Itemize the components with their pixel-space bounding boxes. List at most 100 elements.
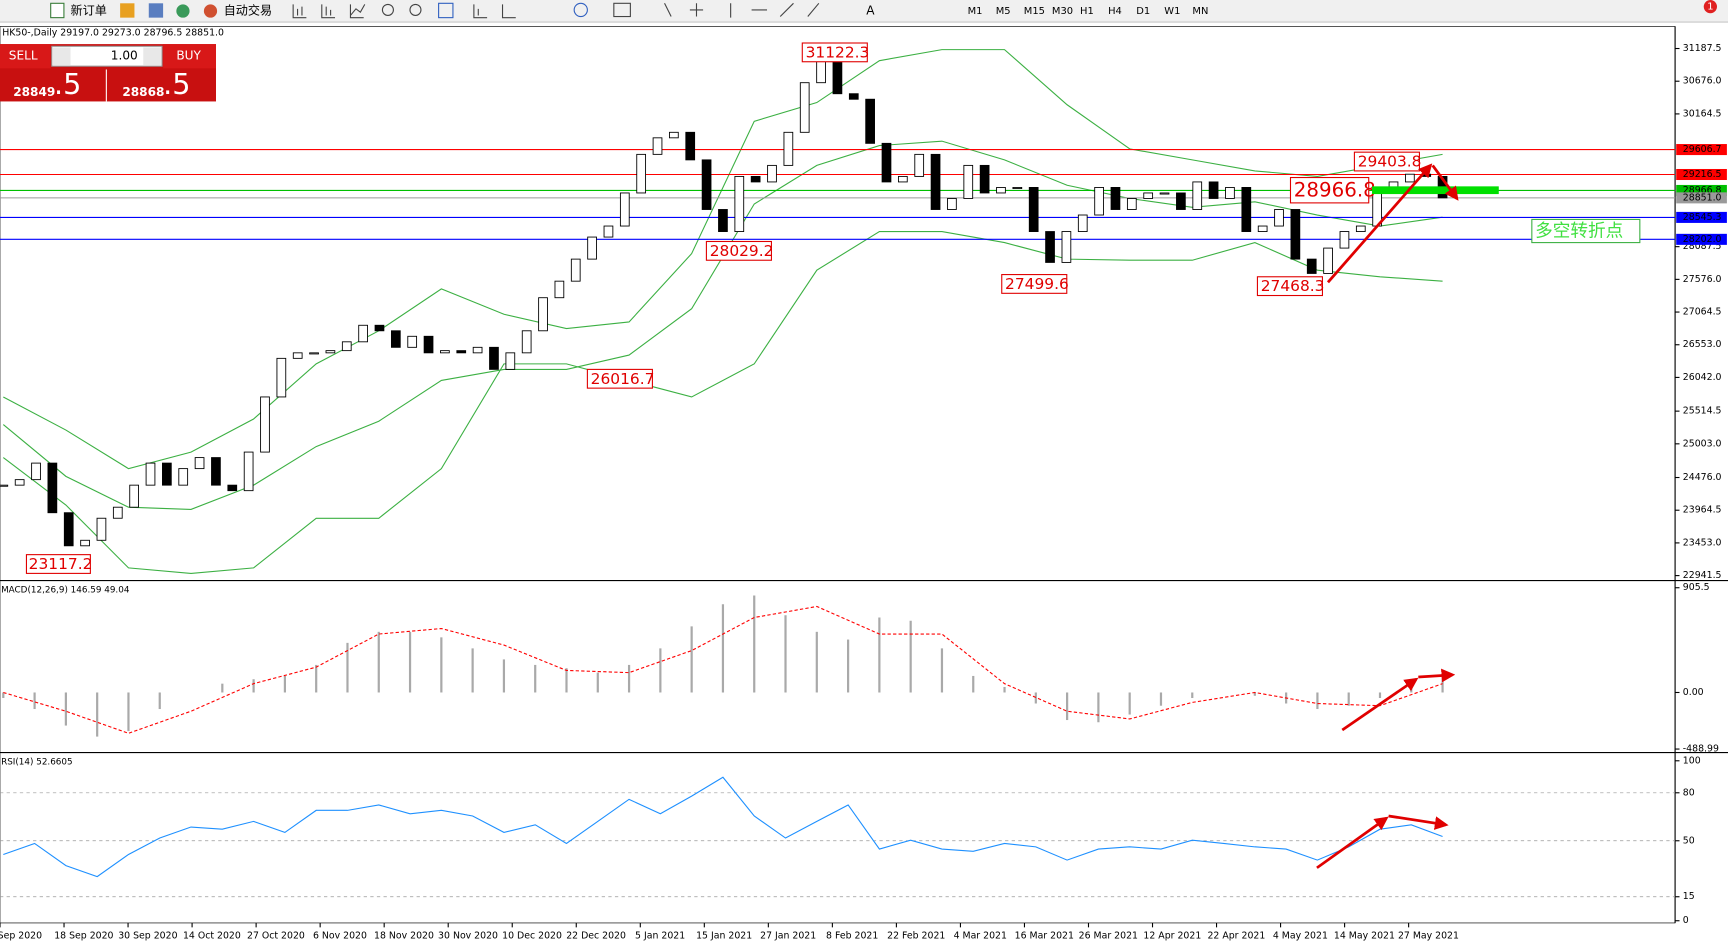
sell-label: SELL: [9, 49, 38, 63]
annotation: 27499.6: [1005, 275, 1069, 293]
candle-body: [292, 352, 303, 359]
candle-body: [1355, 225, 1366, 232]
icon[interactable]: [321, 4, 336, 19]
y-tick-label: 23964.5: [1683, 505, 1722, 516]
timeframe-button[interactable]: W1: [1164, 6, 1180, 17]
volume-spinner[interactable]: [143, 47, 161, 66]
icon[interactable]: [349, 4, 366, 19]
candle-body: [325, 350, 336, 354]
y-tick-label: 28087.5: [1683, 241, 1722, 252]
bid-pips: .5: [54, 67, 81, 101]
annotation-box: [1001, 274, 1068, 294]
volume-input[interactable]: [51, 45, 163, 67]
icon[interactable]: [292, 4, 307, 19]
timeframe-button[interactable]: M30: [1052, 6, 1073, 17]
candle-body: [538, 297, 548, 332]
annotation: 23117.2: [29, 555, 93, 573]
x-tick-label: Sep 2020: [0, 931, 42, 942]
timeframe-button[interactable]: M5: [996, 6, 1011, 17]
candle-body: [80, 539, 90, 547]
x-tick-label: 22 Apr 2021: [1207, 931, 1265, 942]
level-label-box: [1676, 168, 1727, 181]
candle-body: [734, 175, 745, 232]
candle-body: [1208, 181, 1219, 199]
icon[interactable]: [438, 2, 454, 19]
candle-body: [587, 236, 597, 260]
auto-trading-button[interactable]: 自动交易: [203, 3, 272, 18]
candle-body: [570, 258, 581, 282]
buy-button[interactable]: BUY: [163, 44, 216, 69]
annotations: 31122.3 28029.2 27499.6 27468.3 26016.7 …: [25, 42, 1641, 574]
chart-frame: [0, 26, 1676, 924]
arrow: [1388, 814, 1449, 830]
candle-body: [1257, 225, 1268, 232]
icon[interactable]: [381, 3, 394, 16]
y-tick-label: 31187.5: [1683, 43, 1722, 54]
x-tick-label: 5 Jan 2021: [635, 931, 685, 942]
candle-body: [358, 324, 368, 343]
timeframe-button[interactable]: H4: [1108, 6, 1122, 17]
bollinger-band: [3, 49, 1443, 470]
volume-spinner[interactable]: [52, 47, 71, 66]
rsi-chart: 100 80 50 15 0: [0, 755, 1701, 926]
candle-body: [685, 131, 696, 161]
macd-chart: 905.5 0.00 -488.99: [2, 582, 1719, 755]
level-label-box: [1676, 233, 1727, 245]
candle-body: [374, 324, 385, 332]
icon[interactable]: [409, 3, 422, 16]
y-tick-label: 24476.0: [1683, 472, 1722, 483]
candle-body: [1159, 192, 1170, 195]
icon[interactable]: [473, 4, 488, 19]
candle-body: [930, 153, 941, 210]
icon[interactable]: [573, 2, 588, 18]
candle-body: [1094, 187, 1104, 216]
icon[interactable]: [176, 4, 190, 18]
timeframe-button[interactable]: MN: [1192, 6, 1208, 17]
x-tick-label: 18 Nov 2020: [374, 931, 434, 942]
candle-body: [718, 209, 728, 232]
candle-body: [865, 98, 875, 144]
trade-panel: SELL 1.00 BUY 28849 .5 28868 .5: [0, 44, 216, 102]
timeframe-button[interactable]: M1: [968, 6, 983, 17]
candle-body: [194, 457, 205, 470]
timeframe-button[interactable]: M15: [1024, 6, 1045, 17]
candle-body: [227, 484, 238, 492]
sell-button[interactable]: SELL: [0, 44, 51, 69]
icon[interactable]: [120, 3, 135, 18]
candle-body: [1241, 187, 1252, 232]
annotation-box: [1289, 176, 1370, 204]
candle-body: [243, 451, 254, 492]
candle-body: [1323, 247, 1333, 274]
macd-title: MACD(12,26,9) 146.59 49.04: [1, 585, 130, 595]
auto-trading-label: 自动交易: [224, 3, 272, 18]
y-tick-label: 0: [1683, 915, 1689, 926]
y-tick-label: 80: [1683, 787, 1695, 798]
candle-body: [750, 175, 761, 183]
candle-body: [1126, 198, 1137, 210]
rsi-line: [3, 776, 1443, 878]
new-order-button[interactable]: 新订单: [50, 3, 107, 19]
candle-body: [832, 60, 843, 95]
candle-body: [1306, 258, 1317, 274]
icon[interactable]: [148, 3, 164, 18]
candle-body: [979, 164, 990, 194]
candle-body: [260, 396, 270, 453]
candle-body: [652, 137, 663, 155]
x-tick-label: 22 Dec 2020: [566, 931, 626, 942]
annotation-box: [801, 42, 868, 63]
timeframe-button[interactable]: H1: [1080, 6, 1094, 17]
timeframe-button[interactable]: D1: [1136, 6, 1150, 17]
icon[interactable]: [613, 2, 631, 18]
y-tick-label: 50: [1683, 835, 1695, 846]
candle-body: [162, 462, 172, 486]
badge[interactable]: [1703, 0, 1717, 14]
y-tick-label: 25514.5: [1683, 406, 1722, 417]
x-axis: Sep 2020 18 Sep 2020 30 Sep 2020 14 Oct 202…: [0, 922, 1459, 942]
annotation-box: [705, 240, 772, 261]
icon-text[interactable]: A: [866, 4, 875, 18]
icon[interactable]: [664, 2, 820, 18]
x-tick-label: 15 Jan 2021: [696, 931, 752, 942]
x-tick-label: 10 Dec 2020: [502, 931, 562, 942]
icon[interactable]: [501, 4, 516, 19]
